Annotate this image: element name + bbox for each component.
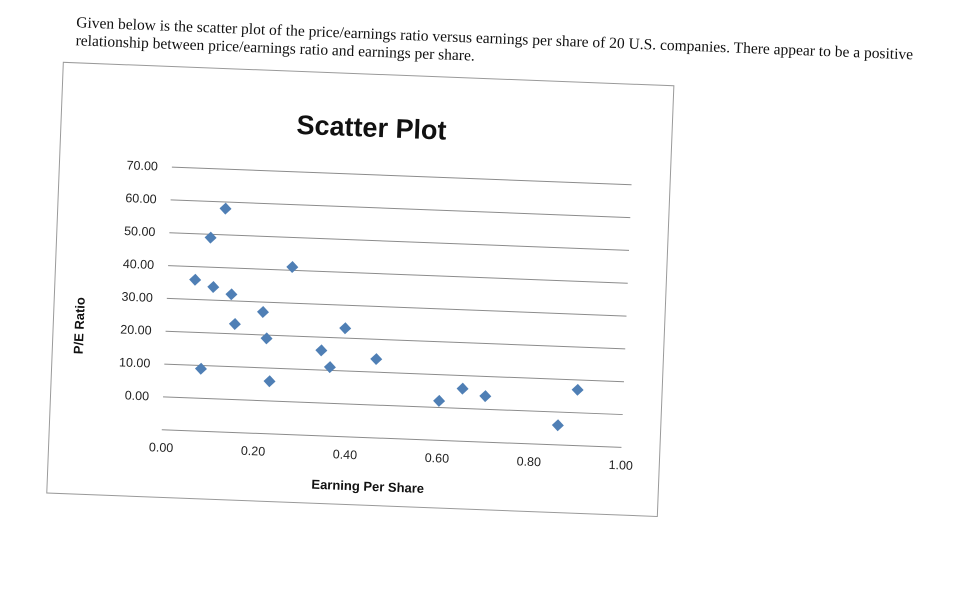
data-point — [456, 382, 469, 395]
x-tick-labels: 0.00 0.20 0.40 0.60 0.80 1.00 — [149, 440, 634, 473]
gridline — [161, 429, 622, 448]
data-point — [228, 318, 241, 331]
data-point — [260, 332, 273, 345]
gridline — [164, 363, 624, 383]
y-tick-label: 60.00 — [125, 191, 157, 206]
gridline — [170, 199, 631, 219]
data-point — [204, 231, 217, 244]
data-point — [189, 273, 202, 286]
data-point — [370, 353, 383, 366]
data-point — [315, 344, 328, 357]
y-tick-label: 10.00 — [119, 355, 151, 370]
chart-title: Scatter Plot — [296, 110, 447, 146]
y-tick-label: 20.00 — [120, 323, 152, 338]
y-tick-label: 40.00 — [123, 257, 155, 272]
x-tick-label: 0.60 — [424, 451, 449, 466]
data-point — [263, 375, 276, 388]
data-point — [433, 394, 446, 407]
data-point — [571, 383, 584, 396]
data-point — [194, 362, 207, 375]
x-axis-title: Earning Per Share — [311, 477, 424, 496]
y-axis-title: P/E Ratio — [71, 297, 88, 355]
data-point — [219, 202, 232, 215]
data-point — [479, 390, 492, 403]
y-tick-labels: 0.00 10.00 20.00 30.00 40.00 50.00 60.00 70.00 — [119, 158, 158, 403]
gridline — [163, 396, 623, 416]
gridline — [169, 232, 630, 251]
data-point — [339, 322, 352, 335]
x-tick-label: 0.20 — [241, 444, 266, 459]
data-point — [551, 419, 564, 432]
y-tick-label: 50.00 — [124, 224, 156, 239]
y-tick-label: 70.00 — [126, 158, 158, 173]
gridlines — [161, 166, 632, 448]
x-tick-label: 0.80 — [516, 454, 541, 469]
gridline — [168, 265, 628, 284]
data-points — [189, 202, 584, 432]
y-tick-label: 0.00 — [124, 388, 149, 403]
scatter-chart: Scatter Plot 0.00 10.00 20.00 30.00 40.00 50.… — [71, 110, 634, 496]
gridline — [171, 166, 632, 186]
x-tick-label: 1.00 — [608, 458, 633, 473]
gridline — [166, 297, 627, 317]
x-tick-label: 0.00 — [149, 440, 174, 455]
y-tick-label: 30.00 — [121, 290, 153, 305]
data-point — [286, 261, 299, 274]
data-point — [323, 361, 336, 374]
data-point — [225, 288, 238, 301]
x-tick-label: 0.40 — [333, 447, 358, 462]
data-point — [256, 305, 269, 318]
data-point — [207, 281, 220, 294]
gridline — [165, 330, 626, 350]
chart-frame: Scatter Plot 0.00 10.00 20.00 30.00 40.00 50.… — [46, 61, 675, 517]
